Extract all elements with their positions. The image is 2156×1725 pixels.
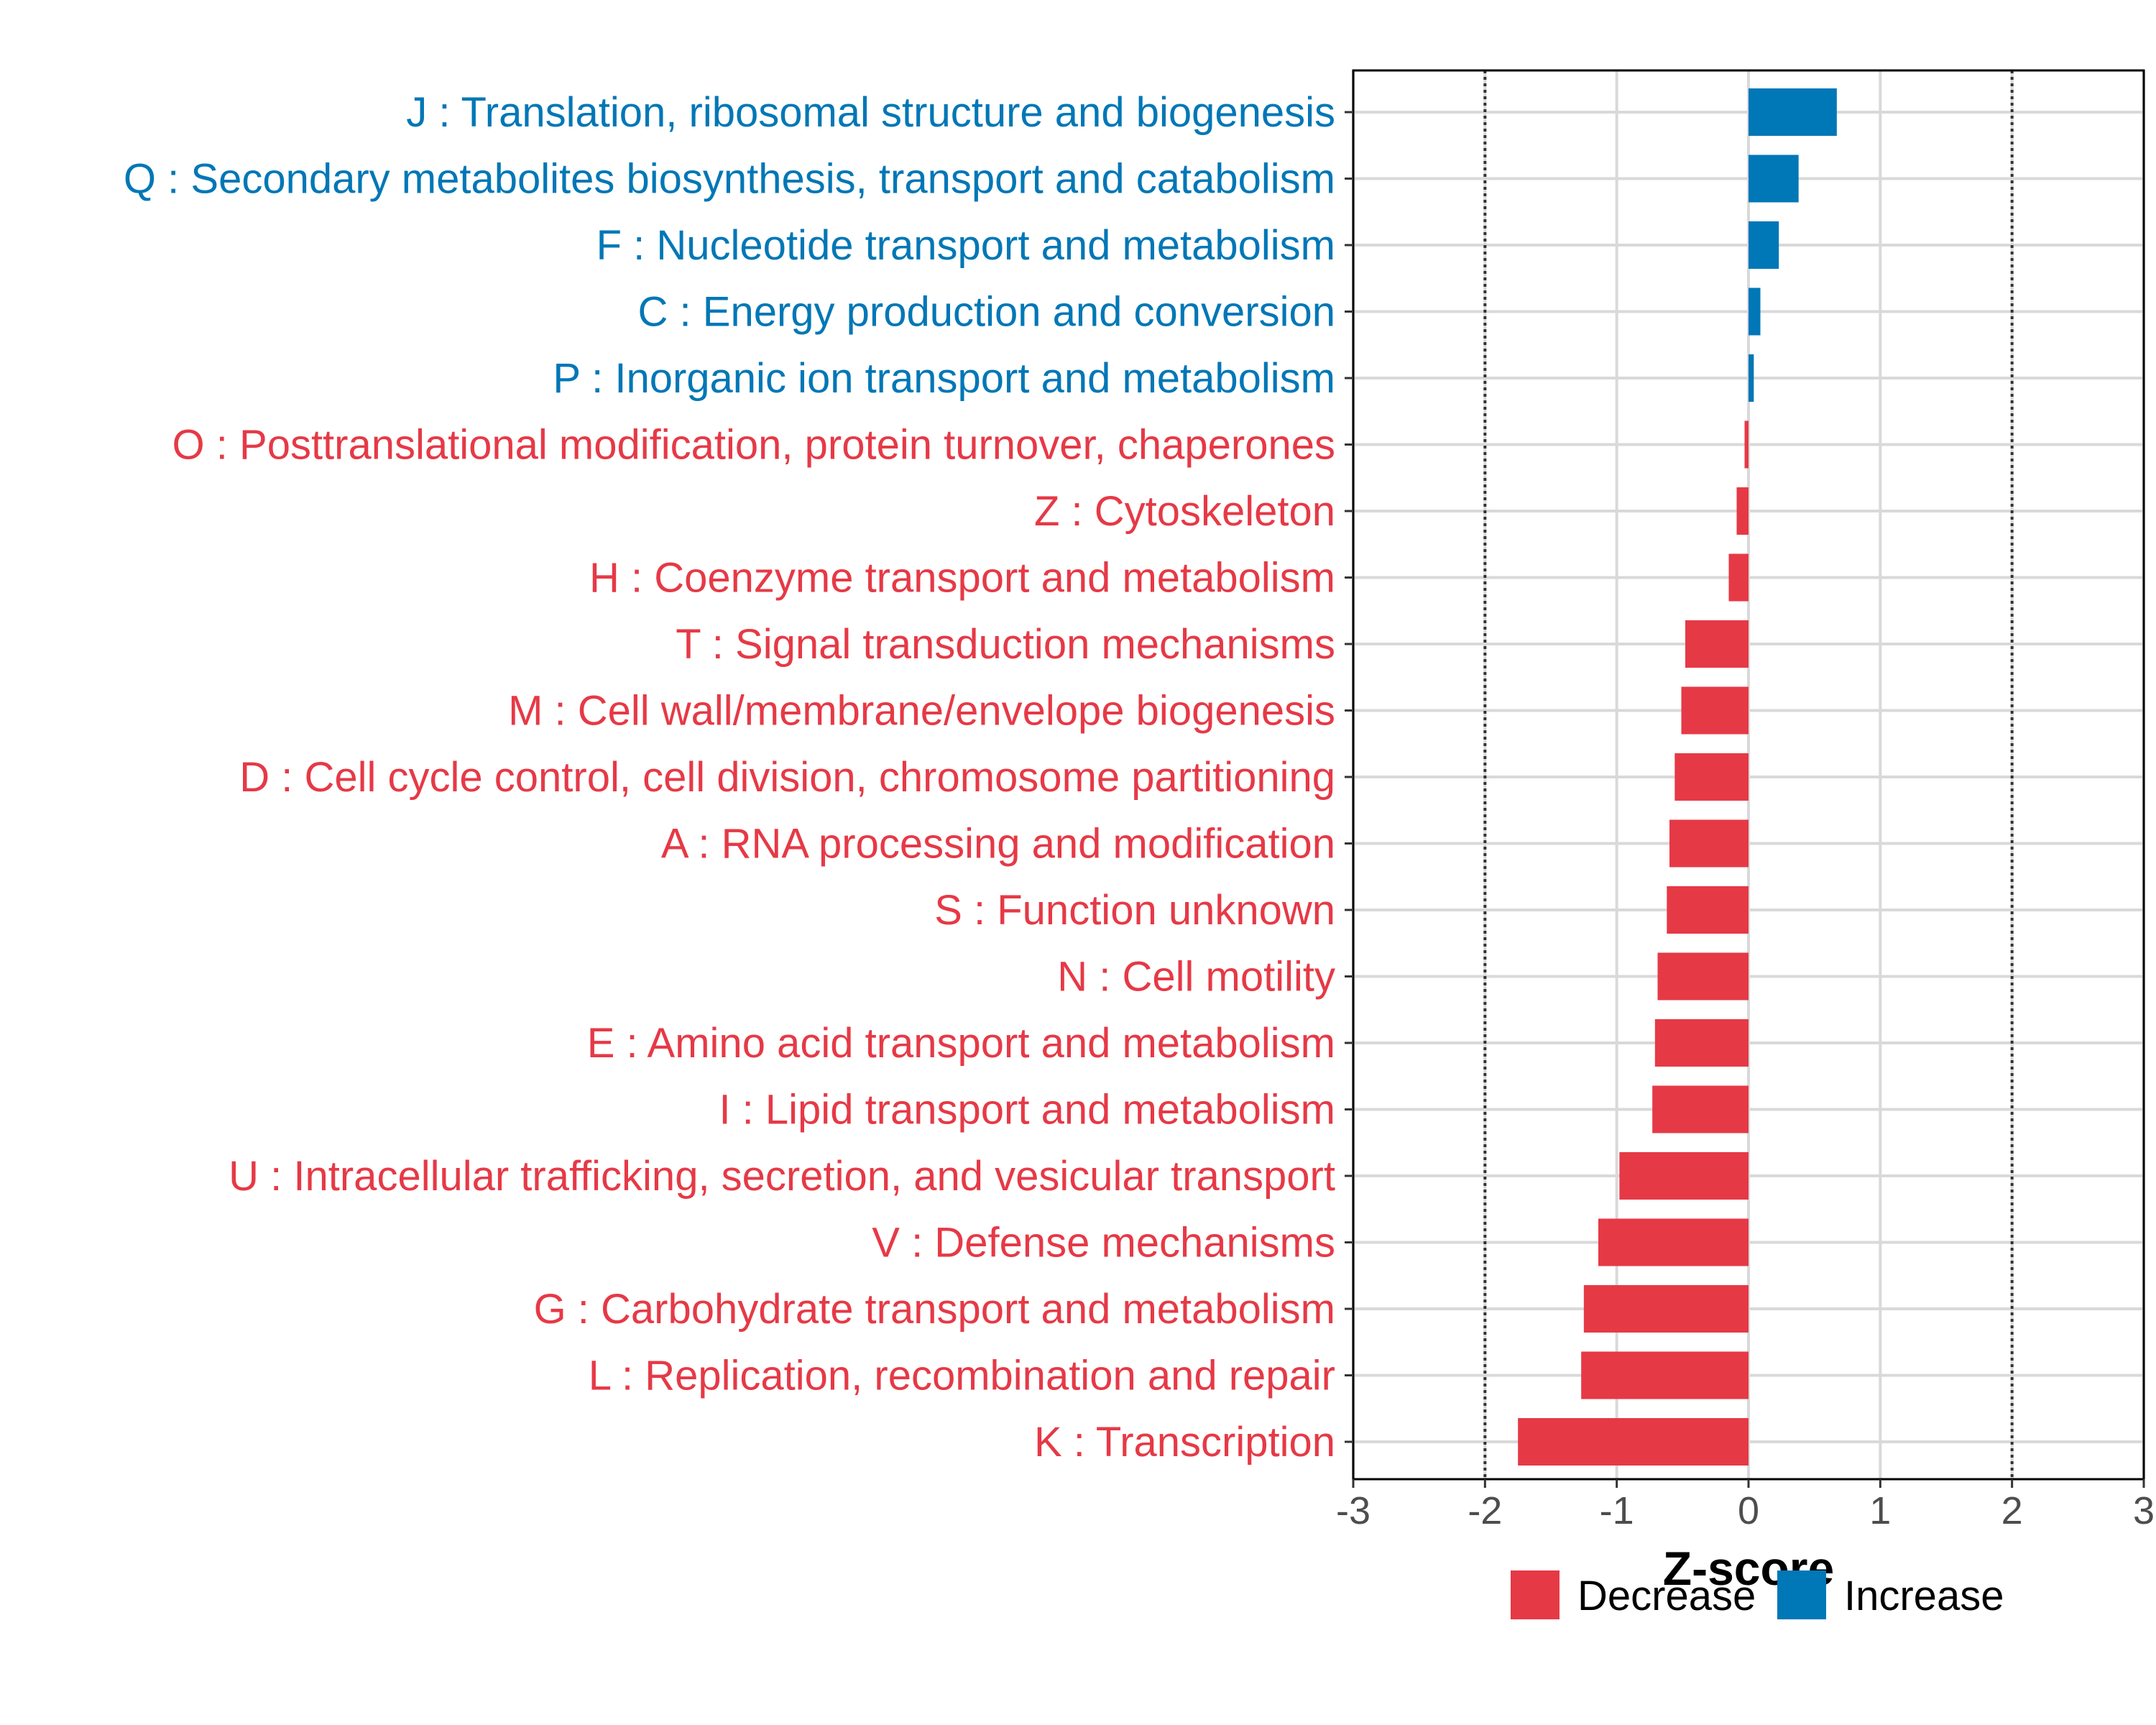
bar (1657, 952, 1749, 1000)
category-label: M : Cell wall/membrane/envelope biogenes… (508, 688, 1335, 735)
category-label: O : Posttranslational modification, prot… (172, 422, 1335, 469)
category-label: F : Nucleotide transport and metabolism (596, 222, 1335, 269)
legend: Decrease Increase (1511, 1570, 2004, 1619)
bar (1667, 886, 1749, 934)
y-axis-ticks (1345, 111, 1353, 1443)
x-tick-label: -3 (1336, 1489, 1370, 1532)
bar (1681, 686, 1749, 735)
reference-lines (1483, 70, 2014, 1479)
bar (1583, 1285, 1749, 1333)
bar (1749, 221, 1779, 269)
legend-label-decrease: Decrease (1577, 1573, 1756, 1619)
category-label: C : Energy production and conversion (638, 289, 1335, 336)
bar (1598, 1218, 1749, 1266)
x-tick-label: -2 (1468, 1489, 1502, 1532)
bar (1518, 1418, 1749, 1466)
category-label: S : Function unknown (934, 887, 1335, 934)
bar (1654, 1019, 1749, 1067)
x-tick-label: -1 (1600, 1489, 1634, 1532)
category-label: H : Coenzyme transport and metabolism (589, 555, 1335, 602)
category-label: T : Signal transduction mechanisms (676, 621, 1335, 668)
legend-swatch-decrease (1511, 1570, 1560, 1619)
bar (1619, 1152, 1749, 1200)
bar (1749, 155, 1799, 203)
bar (1749, 354, 1754, 402)
category-label: I : Lipid transport and metabolism (719, 1087, 1335, 1133)
category-label: J : Translation, ribosomal structure and… (406, 89, 1335, 136)
category-label: G : Carbohydrate transport and metabolis… (534, 1286, 1335, 1333)
x-tick-label: 3 (2133, 1489, 2155, 1532)
x-tick-label: 1 (1869, 1489, 1891, 1532)
bar (1749, 288, 1761, 336)
bar (1736, 487, 1749, 535)
category-labels: J : Translation, ribosomal structure and… (124, 89, 1335, 1466)
x-tick-label: 0 (1738, 1489, 1759, 1532)
category-label: E : Amino acid transport and metabolism (587, 1020, 1335, 1067)
category-label: Z : Cytoskeleton (1034, 488, 1335, 535)
category-label: P : Inorganic ion transport and metaboli… (553, 355, 1335, 402)
bar (1749, 88, 1837, 136)
bar (1652, 1085, 1749, 1133)
category-label: Q : Secondary metabolites biosynthesis, … (124, 156, 1335, 203)
category-label: N : Cell motility (1057, 954, 1335, 1000)
legend-swatch-increase (1777, 1570, 1826, 1619)
category-label: U : Intracellular trafficking, secretion… (229, 1153, 1335, 1200)
x-axis-ticks: -3 -2 -1 0 1 2 3 (1336, 1479, 2155, 1532)
category-label: L : Replication, recombination and repai… (589, 1353, 1335, 1399)
category-label: K : Transcription (1034, 1419, 1335, 1466)
bar (1669, 819, 1749, 868)
x-tick-label: 2 (2001, 1489, 2023, 1532)
bar (1674, 753, 1749, 801)
bar (1685, 620, 1749, 668)
category-label: V : Defense mechanisms (872, 1220, 1335, 1266)
bar (1728, 553, 1749, 602)
bar-layer (1518, 88, 1837, 1466)
category-label: D : Cell cycle control, cell division, c… (239, 754, 1335, 801)
bar (1744, 420, 1749, 469)
legend-label-increase: Increase (1844, 1573, 2004, 1619)
category-label: A : RNA processing and modification (661, 821, 1335, 868)
bar (1581, 1351, 1749, 1399)
